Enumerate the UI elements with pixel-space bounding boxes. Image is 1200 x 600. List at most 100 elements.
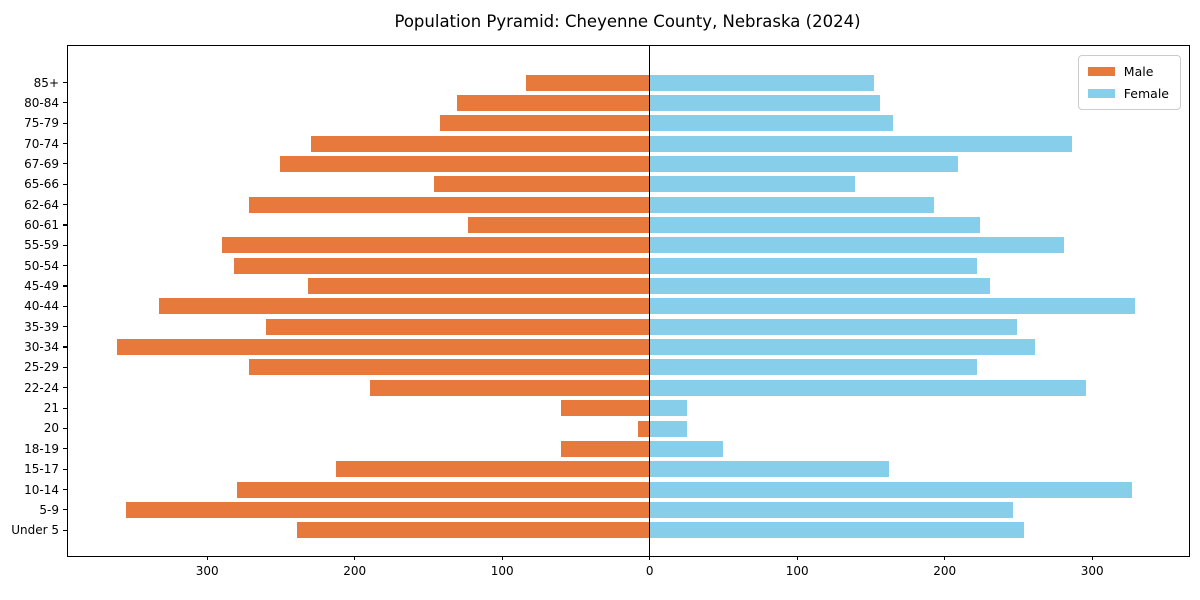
x-tick-mark [206, 556, 208, 560]
female-bar [649, 481, 1132, 498]
y-axis-label: 70-74 [24, 136, 59, 151]
zero-axis-line [648, 46, 651, 556]
male-bar [468, 217, 650, 233]
y-axis-label: 15-17 [24, 462, 59, 477]
male-bar [434, 176, 650, 193]
male-bar [561, 440, 650, 457]
y-axis-label: 65-66 [24, 177, 59, 192]
male-bar [456, 94, 650, 111]
female-bar [649, 501, 1013, 518]
male-bar [126, 501, 650, 518]
female-bar [649, 176, 855, 193]
x-axis-tick-label: 300 [195, 564, 219, 578]
male-bar [158, 298, 650, 315]
female-bar [649, 359, 978, 376]
x-tick-mark [1091, 556, 1093, 560]
y-axis-label: 35-39 [24, 319, 59, 334]
y-tick-mark [63, 488, 67, 491]
y-axis-label: Under 5 [11, 523, 59, 538]
y-axis-label: 21 [43, 401, 59, 416]
y-axis-label: 85+ [33, 75, 59, 90]
male-bar [222, 237, 650, 254]
y-tick-mark [63, 244, 67, 246]
x-tick-mark [649, 556, 651, 560]
y-tick-mark [63, 387, 67, 389]
male-bar [561, 400, 650, 417]
y-axis-label: 30-34 [24, 340, 59, 355]
legend-female-swatch-icon [1087, 89, 1115, 98]
y-tick-mark [63, 285, 67, 287]
female-bar [649, 257, 978, 274]
male-bar [297, 522, 650, 539]
male-bar [236, 481, 650, 498]
y-axis-label: 5-9 [39, 502, 59, 517]
y-axis-label: 50-54 [24, 258, 59, 273]
x-tick-mark [501, 556, 503, 560]
y-tick-mark [63, 305, 67, 307]
female-bar [649, 318, 1017, 335]
male-bar [440, 115, 650, 132]
x-tick-mark [796, 556, 798, 560]
y-tick-mark [63, 183, 67, 185]
female-bar [649, 461, 889, 478]
male-bar [525, 74, 650, 91]
y-axis-label: 62-64 [24, 197, 59, 212]
female-bar [649, 196, 935, 213]
female-bar [649, 400, 687, 417]
female-bar [649, 420, 687, 437]
y-tick-mark [63, 529, 67, 531]
male-bar [369, 379, 650, 396]
x-tick-mark [944, 556, 946, 560]
y-tick-mark [63, 448, 67, 450]
male-bar [279, 155, 650, 172]
male-bar [233, 257, 650, 274]
chart-title: Population Pyramid: Cheyenne County, Neb… [394, 12, 861, 31]
female-bar [649, 115, 894, 132]
y-axis-label: 10-14 [24, 482, 59, 497]
y-axis-label: 18-19 [24, 441, 59, 456]
female-bar [649, 522, 1025, 539]
y-tick-mark [63, 204, 67, 206]
female-bar [649, 339, 1035, 356]
y-axis-label: 67-69 [24, 156, 59, 171]
female-bar [649, 135, 1072, 152]
female-bar [649, 237, 1065, 254]
y-axis-label: 40-44 [24, 299, 59, 314]
female-bar [649, 74, 874, 91]
x-axis-tick-label: 100 [785, 564, 809, 578]
male-bar [248, 359, 650, 376]
y-tick-mark [63, 81, 67, 84]
female-bar [649, 278, 991, 294]
y-tick-mark [63, 224, 67, 226]
y-tick-mark [63, 407, 67, 409]
y-axis-label: 45-49 [24, 279, 59, 293]
female-bar [649, 217, 981, 233]
legend-item-female: Female [1087, 86, 1169, 101]
y-tick-mark [63, 163, 67, 165]
legend-male-swatch-icon [1087, 67, 1115, 76]
female-bar [649, 440, 724, 457]
y-tick-mark [63, 122, 67, 124]
x-axis-tick-label: 300 [1080, 564, 1104, 578]
male-bar [307, 278, 650, 294]
male-bar [310, 135, 650, 152]
y-axis-label: 75-79 [24, 116, 59, 131]
male-bar [117, 339, 650, 356]
female-bar [649, 379, 1087, 396]
x-tick-mark [354, 556, 356, 560]
female-bar [649, 155, 958, 172]
male-bar [335, 461, 650, 478]
y-tick-mark [63, 102, 67, 104]
female-bar [649, 94, 880, 111]
y-tick-mark [63, 509, 67, 511]
legend-male-label: Male [1123, 64, 1154, 79]
y-tick-mark [63, 427, 67, 430]
y-axis-label: 80-84 [24, 95, 59, 110]
y-tick-mark [63, 326, 67, 328]
y-tick-mark [63, 468, 67, 470]
y-axis-label: 22-24 [24, 380, 59, 395]
y-tick-mark [63, 265, 67, 267]
y-axis-label: 20 [43, 421, 59, 436]
x-axis-tick-label: 200 [933, 564, 957, 578]
x-axis-tick-label: 0 [645, 564, 654, 578]
